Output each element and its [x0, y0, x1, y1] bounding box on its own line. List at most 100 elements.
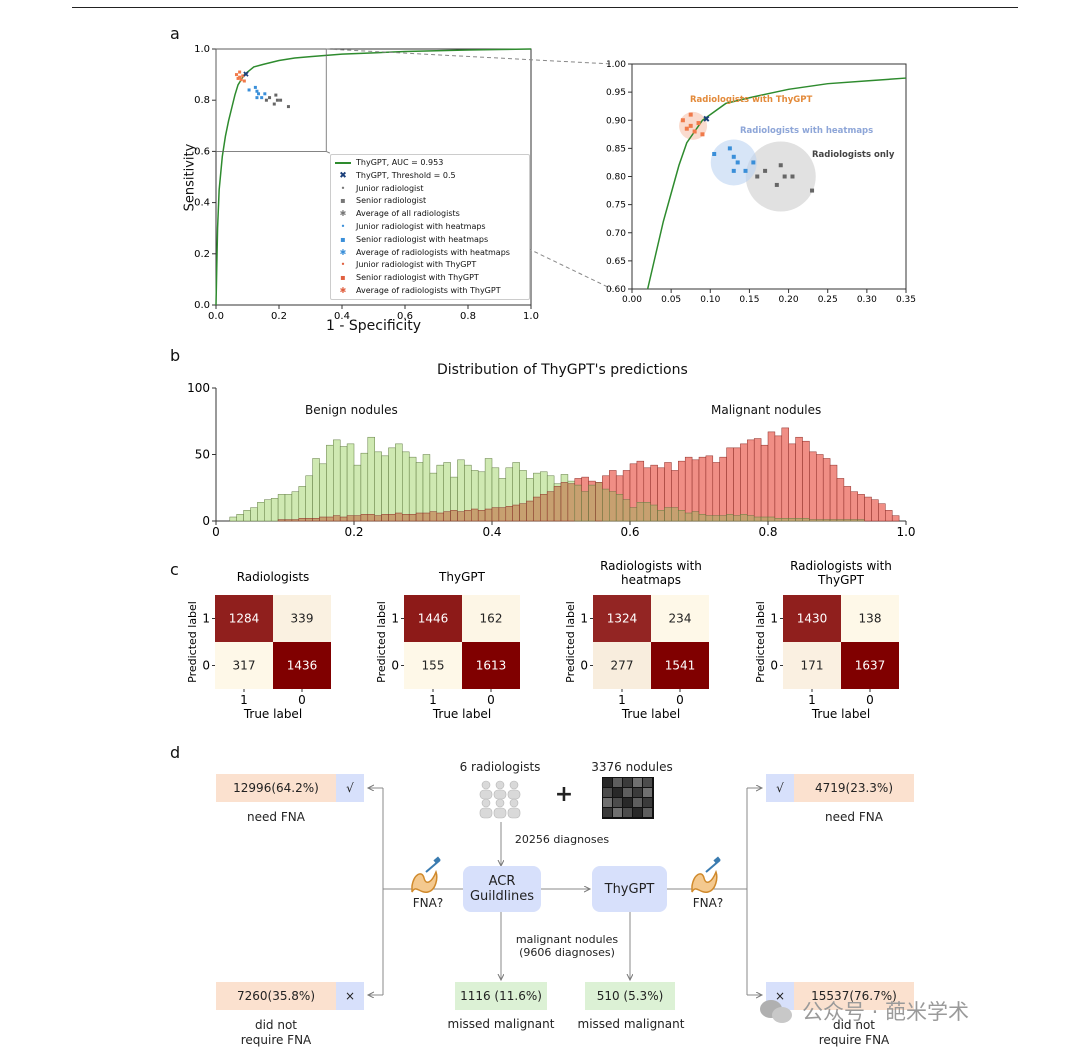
cross-mark: × [774, 989, 786, 1003]
malignant-bar [891, 515, 900, 522]
y-tick-label: 0.80 [606, 173, 626, 183]
nodule-thumbnail [633, 788, 642, 797]
check-icon: √ [766, 774, 794, 802]
fna-question-left: FNA? [412, 896, 444, 910]
y-tick-label: 0.75 [606, 201, 626, 211]
y-tick-label: 0.60 [606, 285, 626, 295]
panel-label-c: c [170, 560, 179, 579]
cm-title: Radiologists [237, 570, 310, 584]
heatmap-annotation: Radiologists with heatmaps [740, 126, 873, 136]
cm-cell [462, 642, 520, 689]
left-need-label: need FNA [247, 810, 305, 824]
left-not-label: did not require FNA [216, 1018, 336, 1048]
heatmap-point [735, 160, 740, 165]
cm-x-tick: 0 [866, 693, 874, 707]
nodule-thumbnail [603, 788, 612, 797]
cm-cell [593, 642, 651, 689]
legend-row: ✱ Average of radiologists with ThyGPT [339, 285, 501, 295]
x-tick-label: 0 [212, 525, 220, 539]
cm-value: 1430 [797, 612, 828, 626]
x-tick-label: 0.20 [779, 295, 799, 305]
legend-row: ✖ ThyGPT, Threshold = 0.5 [339, 170, 456, 181]
thygpt-point [241, 74, 245, 78]
thygpt-point [688, 112, 693, 117]
left-need-fna-box: 12996(64.2%) [216, 774, 336, 802]
cm-cell [593, 595, 651, 642]
watermark: 公众号 · 葩米学术 [760, 996, 969, 1026]
y-tick-label: 0.95 [606, 88, 626, 98]
heatmap-point [260, 96, 264, 100]
cm-y-tick: 0 [391, 659, 399, 673]
x-tick-label: 0.2 [271, 311, 287, 322]
x-tick-label: 0.10 [700, 295, 720, 305]
plus-sign: + [554, 782, 574, 807]
nodule-thumbnail [643, 788, 652, 797]
cm-cell [404, 642, 462, 689]
cm-ylabel: Predicted label [564, 601, 577, 683]
y-tick-label: 0 [202, 514, 210, 528]
nodule-thumbnail [643, 808, 652, 817]
acr-missed-value: 1116 (11.6%) [460, 989, 542, 1003]
y-tick-label: 0.0 [194, 300, 210, 311]
nodule-thumbnail [613, 808, 622, 817]
nodule-thumbnail [643, 798, 652, 807]
thygpt-point [680, 118, 685, 123]
x-tick-label: 0.05 [661, 295, 681, 305]
zoom-roc-curve [646, 77, 907, 290]
cm-y-tick: 1 [580, 612, 588, 626]
x-tick-label: 0.35 [896, 295, 916, 305]
cm-value: 171 [801, 659, 824, 673]
not-require-line: did not [832, 1018, 876, 1032]
cross-icon: × [336, 982, 364, 1010]
thygpt-point [692, 129, 697, 134]
legend-label: ThyGPT, AUC = 0.953 [356, 158, 444, 167]
cm-value: 1324 [607, 612, 638, 626]
heatmap-point [263, 92, 267, 96]
cm-x-tick: 0 [676, 693, 684, 707]
zoom-region [215, 48, 327, 152]
x-tick-label: 0.30 [857, 295, 877, 305]
radiologist-point [264, 98, 268, 102]
roc-axes-frame [215, 48, 532, 306]
legend-row: ✱ Average of all radiologists [339, 209, 460, 219]
cm-cell [651, 595, 709, 642]
acr-missed-box: 1116 (11.6%) [455, 982, 547, 1010]
right-not-label: did not require FNA [794, 1018, 914, 1048]
heatmap-point [731, 168, 736, 173]
threshold-point: ✖ [703, 115, 711, 125]
x-tick-label: 0.15 [739, 295, 759, 305]
legend-label: Junior radiologist with heatmaps [356, 221, 486, 231]
watermark-text: 公众号 · 葩米学术 [802, 1000, 970, 1024]
nodules-label: 3376 nodules [591, 760, 673, 774]
radiologists-icon [479, 780, 521, 819]
cm-cell [783, 642, 841, 689]
x-tick-label: 0.6 [620, 525, 639, 539]
not-require-line: require FNA [818, 1033, 890, 1047]
heatmap-cluster [710, 139, 757, 186]
acr-line: Guildlines [469, 889, 535, 904]
histogram-plot: 0 50 100 0 0.2 0.4 0.6 0.8 1.0 [187, 381, 915, 539]
cm-cell [462, 595, 520, 642]
thygpt-point [238, 75, 242, 79]
thygpt-point [236, 76, 240, 80]
cm-cell [215, 642, 273, 689]
radiologist-point [268, 96, 272, 100]
roc-curve [215, 48, 532, 306]
cm-value: 155 [422, 659, 445, 673]
radiologist-point [763, 168, 768, 173]
legend-label: Senior radiologist with heatmaps [356, 234, 489, 244]
y-tick-label: 100 [187, 381, 210, 395]
cm-title: Radiologists with [600, 559, 702, 573]
cm-x-tick: 1 [808, 693, 816, 707]
malignant-annotation: Malignant nodules [711, 403, 822, 417]
roc-legend: ThyGPT, AUC = 0.953 ✖ ThyGPT, Threshold =… [330, 154, 530, 300]
cm-title: Radiologists with [790, 559, 892, 573]
legend-row: ▪ Senior radiologist [340, 196, 427, 206]
cm-y-tick: 0 [770, 659, 778, 673]
y-tick-label: 1.00 [606, 60, 626, 70]
legend-row: • Junior radiologist [340, 183, 424, 193]
cm-x-tick: 1 [618, 693, 626, 707]
x-tick-label: 0.2 [344, 525, 363, 539]
nodule-thumbnail [633, 798, 642, 807]
